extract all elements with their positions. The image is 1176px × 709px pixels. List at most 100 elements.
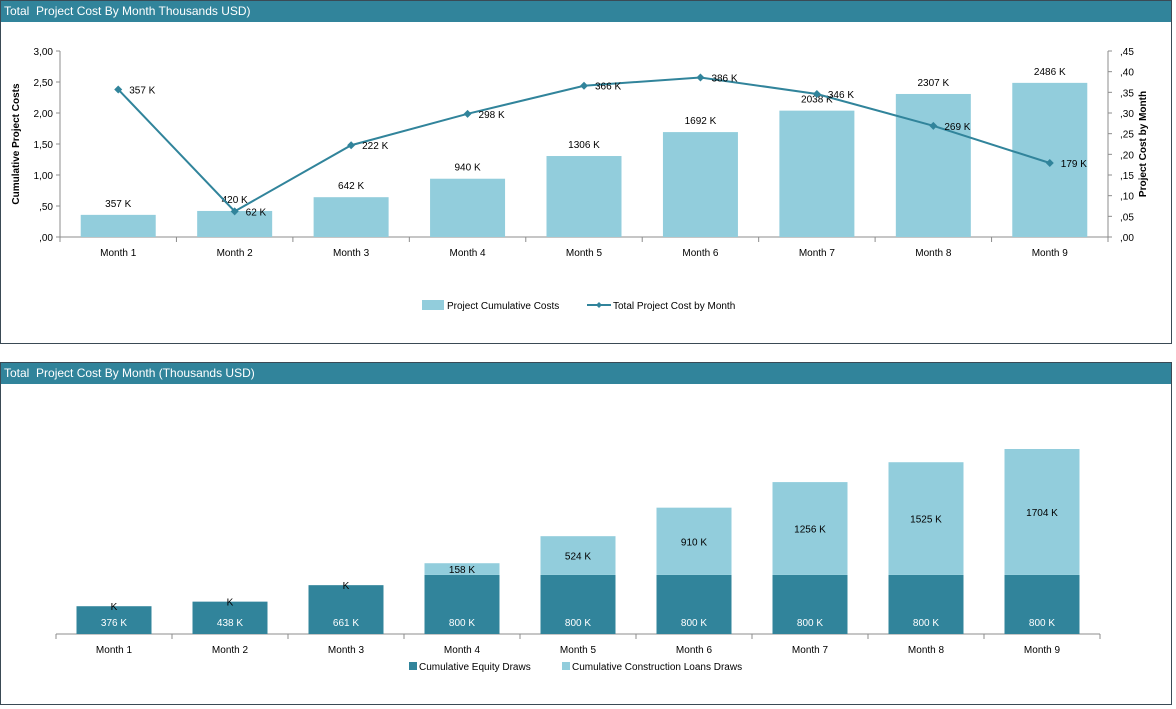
bottom-loans-bar [772, 482, 848, 575]
top-bar-label: 1306 K [568, 140, 600, 151]
top-x-tick-label: Month 9 [1032, 248, 1069, 259]
bottom-equity-label: 438 K [217, 618, 243, 629]
top-line-point [580, 81, 588, 90]
bottom-equity-bar [540, 574, 616, 634]
top-left-tick-label: 1,50 [34, 140, 54, 151]
bottom-x-tick-label: Month 7 [792, 645, 829, 656]
bottom-legend-equity-swatch [409, 662, 417, 670]
bottom-equity-bar [424, 574, 500, 634]
top-line-label: 62 K [246, 207, 267, 218]
top-legend-bar-swatch [422, 300, 444, 310]
bottom-loans-label: 524 K [565, 552, 591, 563]
top-line-point [230, 207, 239, 216]
top-x-tick-label: Month 5 [566, 248, 603, 259]
top-bar-label: 2307 K [917, 78, 949, 89]
top-right-tick-label: ,10 [1120, 192, 1134, 203]
top-line-point [812, 89, 821, 98]
bottom-equity-bar [1004, 574, 1080, 634]
bottom-x-tick-label: Month 9 [1024, 645, 1061, 656]
bottom-loans-label: 1256 K [794, 524, 826, 535]
top-right-tick-label: ,40 [1120, 68, 1134, 79]
bottom-x-tick-label: Month 1 [96, 645, 133, 656]
top-chart-header: Total Project Cost By Month Thousands US… [1, 1, 1171, 22]
top-x-tick-label: Month 6 [682, 248, 719, 259]
bottom-equity-bar [308, 585, 384, 634]
bottom-x-tick-label: Month 2 [212, 645, 249, 656]
top-line-label: 366 K [595, 82, 621, 93]
bottom-equity-label: 800 K [449, 618, 475, 629]
bottom-equity-bar [76, 606, 152, 634]
top-bar [313, 197, 389, 237]
bottom-loans-bar [424, 563, 500, 575]
top-line-label: 346 K [828, 90, 854, 101]
top-left-axis-title: Cumulative Project Costs [11, 83, 22, 205]
bottom-x-tick-label: Month 5 [560, 645, 597, 656]
bottom-legend-loans-swatch [562, 662, 570, 670]
top-x-tick-label: Month 3 [333, 248, 370, 259]
bottom-x-tick-label: Month 3 [328, 645, 365, 656]
bottom-loans-label: K [227, 598, 234, 609]
bottom-loans-label: K [111, 602, 118, 613]
top-legend-bar-label: Project Cumulative Costs [447, 301, 559, 312]
top-bar [895, 93, 971, 237]
top-bar-label: 2486 K [1034, 67, 1066, 78]
bottom-loans-bar [888, 462, 964, 575]
bottom-loans-bar [540, 536, 616, 575]
bottom-loans-label: 910 K [681, 537, 707, 548]
bottom-equity-label: 661 K [333, 618, 359, 629]
top-bar-label: 642 K [338, 181, 364, 192]
top-line-point [929, 121, 938, 130]
top-line-label: 269 K [944, 122, 970, 133]
top-right-tick-label: ,35 [1120, 88, 1134, 99]
bottom-loans-label: 158 K [449, 565, 475, 576]
top-bar [80, 214, 156, 237]
top-line-point [114, 85, 123, 94]
top-chart-panel: Total Project Cost By Month Thousands US… [0, 0, 1172, 344]
top-left-tick-label: ,00 [39, 233, 53, 244]
top-bar-label: 420 K [222, 195, 248, 206]
bottom-x-tick-label: Month 8 [908, 645, 945, 656]
bottom-legend-loans-label: Cumulative Construction Loans Draws [572, 662, 742, 673]
top-bar [662, 132, 738, 237]
bottom-equity-label: 800 K [1029, 618, 1055, 629]
top-line-label: 179 K [1061, 159, 1087, 170]
bottom-x-tick-label: Month 6 [676, 645, 713, 656]
bottom-loans-label: 1704 K [1026, 508, 1058, 519]
top-left-tick-label: ,50 [39, 202, 53, 213]
bottom-equity-label: 800 K [565, 618, 591, 629]
bottom-equity-label: 800 K [913, 618, 939, 629]
bottom-equity-bar [192, 601, 268, 634]
top-right-tick-label: ,15 [1120, 171, 1134, 182]
top-left-tick-label: 2,50 [34, 78, 54, 89]
top-line-label: 386 K [711, 73, 737, 84]
top-right-tick-label: ,25 [1120, 130, 1134, 141]
bottom-loans-bar [1004, 449, 1080, 575]
top-x-tick-label: Month 4 [449, 248, 486, 259]
top-right-axis-title: Project Cost by Month [1138, 91, 1149, 197]
bottom-equity-bar [888, 574, 964, 634]
bottom-loans-label: 1525 K [910, 515, 942, 526]
top-line-point [1045, 159, 1054, 168]
top-line-point [463, 109, 472, 118]
top-right-tick-label: ,00 [1120, 233, 1134, 244]
bottom-equity-label: 800 K [797, 618, 823, 629]
top-bar [546, 156, 622, 237]
top-x-tick-label: Month 2 [217, 248, 254, 259]
top-x-tick-label: Month 7 [799, 248, 836, 259]
bottom-chart-panel: Total Project Cost By Month (Thousands U… [0, 362, 1172, 705]
top-line-label: 357 K [129, 85, 155, 96]
top-line-label: 298 K [479, 110, 505, 121]
top-bar-label: 2038 K [801, 95, 833, 106]
top-x-tick-label: Month 1 [100, 248, 137, 259]
bottom-loans-bar [656, 507, 732, 575]
top-bar-label: 1692 K [685, 116, 717, 127]
top-bar-label: 940 K [454, 163, 480, 174]
top-right-tick-label: ,20 [1120, 150, 1134, 161]
top-bar [779, 110, 855, 237]
top-right-tick-label: ,05 [1120, 212, 1134, 223]
bottom-equity-bar [656, 574, 732, 634]
top-bar [430, 178, 506, 237]
top-line-label: 222 K [362, 141, 388, 152]
top-left-tick-label: 2,00 [34, 109, 54, 120]
